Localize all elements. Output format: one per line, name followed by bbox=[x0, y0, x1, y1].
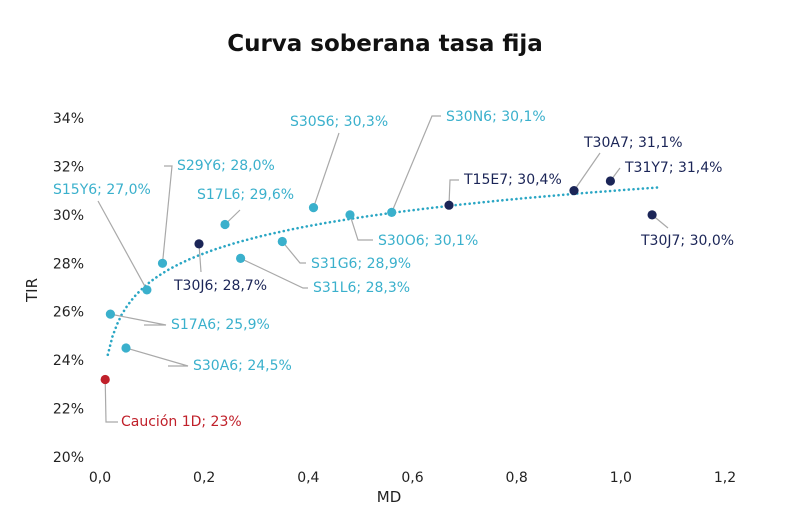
data-label: S17A6; 25,9% bbox=[171, 317, 270, 333]
data-point bbox=[157, 258, 168, 268]
data-point bbox=[105, 309, 115, 319]
y-tick-label: 28% bbox=[53, 256, 84, 272]
x-tick-label: 1,0 bbox=[610, 470, 632, 486]
x-tick-label: 0,6 bbox=[401, 470, 423, 486]
data-point bbox=[121, 343, 131, 353]
data-label: S17L6; 29,6% bbox=[197, 187, 294, 203]
data-point bbox=[345, 210, 355, 220]
leader-line bbox=[240, 257, 308, 289]
data-point bbox=[277, 236, 287, 247]
x-tick-label: 0,2 bbox=[193, 470, 215, 486]
data-labels: Caución 1D; 23% S30A6; 24,5% S17A6; 25,9% S… bbox=[53, 109, 734, 430]
chart-title: Curva soberana tasa fija bbox=[227, 31, 543, 57]
data-label: S29Y6; 28,0% bbox=[177, 158, 275, 174]
data-point bbox=[194, 239, 204, 249]
y-tick-label: 26% bbox=[53, 305, 84, 321]
leader-line bbox=[97, 200, 148, 291]
y-axis-title: TIR bbox=[23, 278, 41, 303]
x-axis-ticks: 0,0 0,2 0,4 0,6 0,8 1,0 1,2 bbox=[89, 470, 736, 486]
data-label: T31Y7; 31,4% bbox=[624, 160, 722, 176]
label-leader-lines bbox=[97, 115, 669, 423]
data-point bbox=[569, 186, 579, 196]
leader-line bbox=[281, 241, 306, 264]
leader-line bbox=[573, 152, 601, 191]
x-tick-label: 1,2 bbox=[714, 470, 736, 486]
data-label: S30N6; 30,1% bbox=[446, 109, 546, 125]
data-label: T30A7; 31,1% bbox=[583, 135, 683, 151]
leader-line bbox=[349, 214, 373, 241]
data-label: S31L6; 28,3% bbox=[313, 280, 410, 296]
y-tick-label: 20% bbox=[53, 450, 84, 466]
leader-line bbox=[198, 243, 202, 273]
leader-line bbox=[448, 179, 459, 206]
data-label: S30O6; 30,1% bbox=[378, 233, 478, 249]
data-point bbox=[444, 200, 454, 210]
leader-line bbox=[312, 132, 340, 208]
x-tick-label: 0,8 bbox=[506, 470, 528, 486]
leader-line bbox=[161, 165, 173, 264]
x-axis-title: MD bbox=[377, 488, 402, 506]
data-point bbox=[308, 203, 319, 213]
data-label: T15E7; 30,4% bbox=[463, 172, 562, 188]
y-tick-label: 22% bbox=[53, 402, 84, 418]
leader-line bbox=[125, 347, 189, 367]
y-tick-label: 30% bbox=[53, 208, 84, 224]
data-point bbox=[605, 176, 616, 186]
data-label: Caución 1D; 23% bbox=[121, 414, 242, 430]
y-axis-ticks: 20% 22% 24% 26% 28% 30% 32% 34% bbox=[53, 111, 84, 466]
data-point bbox=[387, 207, 397, 217]
data-label: S30S6; 30,3% bbox=[290, 114, 388, 130]
data-point bbox=[647, 210, 657, 220]
leader-line bbox=[391, 115, 441, 213]
data-point bbox=[220, 219, 230, 230]
data-label: S30A6; 24,5% bbox=[193, 358, 292, 374]
y-tick-label: 32% bbox=[53, 159, 84, 175]
data-label: T30J6; 28,7% bbox=[173, 278, 267, 294]
x-tick-label: 0,0 bbox=[89, 470, 111, 486]
leader-line bbox=[104, 379, 118, 423]
data-label: T30J7; 30,0% bbox=[640, 233, 734, 249]
data-point bbox=[100, 374, 110, 385]
data-points bbox=[100, 176, 657, 385]
data-point bbox=[142, 285, 152, 295]
leader-line bbox=[110, 313, 167, 326]
y-tick-label: 24% bbox=[53, 353, 84, 369]
x-tick-label: 0,4 bbox=[297, 470, 319, 486]
y-tick-label: 34% bbox=[53, 111, 84, 127]
data-label: S15Y6; 27,0% bbox=[53, 182, 151, 198]
data-point bbox=[236, 253, 246, 263]
data-label: S31G6; 28,9% bbox=[311, 256, 411, 272]
